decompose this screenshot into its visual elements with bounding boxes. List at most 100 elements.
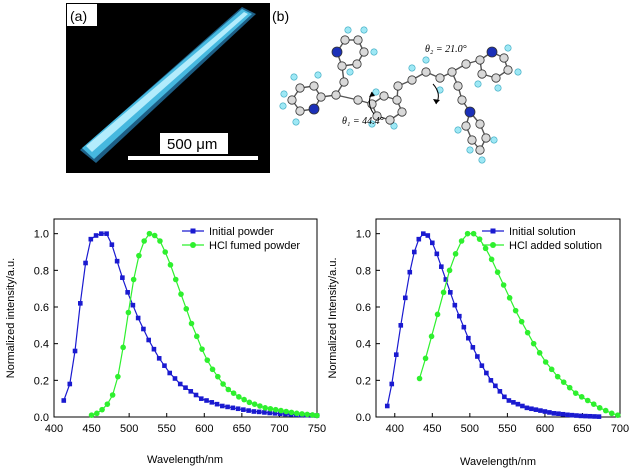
x-tick-label: 650 — [233, 423, 251, 435]
data-point — [262, 410, 267, 415]
data-point — [578, 394, 585, 400]
data-point — [67, 381, 73, 387]
hydrogen-atom — [280, 90, 288, 98]
data-point — [215, 373, 221, 380]
data-point — [439, 264, 444, 269]
legend-label: HCl fumed powder — [209, 240, 300, 252]
carbon-atom — [477, 69, 487, 79]
scale-bar-label: 500 μm — [167, 136, 217, 153]
data-point — [288, 409, 295, 416]
carbon-atom — [447, 67, 457, 77]
legend: Initial solution HCl added solution — [482, 226, 602, 252]
data-point — [524, 405, 530, 411]
data-point — [83, 260, 88, 266]
x-tick-label: 500 — [120, 423, 138, 435]
data-point — [446, 267, 453, 274]
data-point — [220, 403, 225, 409]
series-group — [61, 230, 320, 419]
data-point — [556, 411, 561, 416]
data-point — [398, 323, 404, 328]
data-point — [246, 408, 251, 413]
y-tick-label: 0.0 — [34, 412, 49, 424]
carbon-atom — [295, 83, 305, 93]
x-tick-label: 450 — [423, 423, 441, 435]
data-point — [183, 306, 190, 312]
data-point — [461, 324, 467, 330]
data-point — [94, 410, 100, 417]
torsion-angle-2: θ₂ = 21.0° — [425, 44, 467, 55]
hydrogen-atom — [390, 122, 398, 130]
hydrogen-atom — [478, 156, 486, 164]
x-axis-label: Wavelength/nm — [460, 456, 536, 468]
data-point — [88, 236, 94, 242]
carbon-atom — [475, 55, 485, 65]
data-point — [99, 406, 105, 413]
carbon-atom — [372, 111, 382, 121]
data-point — [146, 337, 151, 343]
data-point — [565, 412, 570, 418]
hydrogen-atom — [279, 102, 287, 110]
scale-bar — [128, 156, 258, 160]
carbon-atom — [392, 95, 402, 105]
data-point — [283, 408, 289, 415]
data-point — [256, 409, 262, 415]
data-point — [533, 407, 539, 412]
y-tick-label: 0.6 — [356, 302, 371, 314]
chart-powder-emission: 400 450 500 550 600 650 700 750 0.0 0.2 0.4 0.6 0.8… — [5, 218, 326, 466]
hydrogen-atom — [292, 118, 300, 126]
data-point — [506, 295, 513, 301]
data-point — [464, 230, 471, 237]
data-point — [304, 411, 311, 418]
data-point — [209, 400, 215, 405]
data-point — [241, 396, 247, 403]
data-point — [475, 354, 480, 359]
scale-bar-label-box — [160, 133, 228, 154]
data-point — [178, 291, 184, 297]
legend-marker — [490, 242, 496, 248]
data-point — [592, 414, 597, 419]
data-point — [520, 403, 525, 409]
carbon-atom — [457, 95, 467, 105]
data-point — [267, 410, 272, 416]
data-point — [614, 412, 621, 418]
data-point — [497, 389, 503, 394]
data-point — [204, 357, 211, 363]
data-point — [162, 363, 167, 368]
data-point — [214, 401, 220, 407]
x-tick-label: 550 — [158, 423, 176, 435]
carbon-atom — [435, 73, 445, 83]
data-point — [251, 409, 257, 414]
x-tick-label: 600 — [536, 423, 554, 435]
data-point — [448, 290, 453, 295]
rotation-arrowhead-1 — [369, 92, 375, 97]
x-tick-label: 600 — [195, 423, 213, 435]
nitrogen-atom — [331, 46, 343, 58]
data-point — [416, 236, 422, 242]
data-point — [583, 413, 588, 419]
data-point — [193, 392, 199, 398]
carbon-atom — [467, 135, 477, 145]
data-point — [529, 406, 534, 412]
legend-label: Initial powder — [209, 226, 274, 238]
data-point — [602, 407, 609, 414]
series-line — [418, 233, 618, 416]
data-point — [199, 346, 205, 352]
carbon-atom — [379, 91, 389, 101]
data-point — [524, 329, 531, 336]
data-point — [458, 238, 465, 244]
data-point — [536, 350, 543, 356]
data-point — [88, 412, 95, 418]
data-point — [314, 412, 320, 419]
carbon-atom — [503, 65, 513, 75]
data-point — [560, 411, 566, 417]
hydrogen-atom — [466, 146, 474, 154]
carbon-atom — [475, 145, 485, 155]
data-point — [125, 290, 130, 295]
data-point — [209, 366, 216, 373]
data-point — [167, 370, 173, 376]
data-point — [466, 335, 471, 341]
x-tick-label: 700 — [270, 423, 288, 435]
hydrogen-atom — [422, 56, 430, 64]
data-point — [590, 401, 597, 407]
